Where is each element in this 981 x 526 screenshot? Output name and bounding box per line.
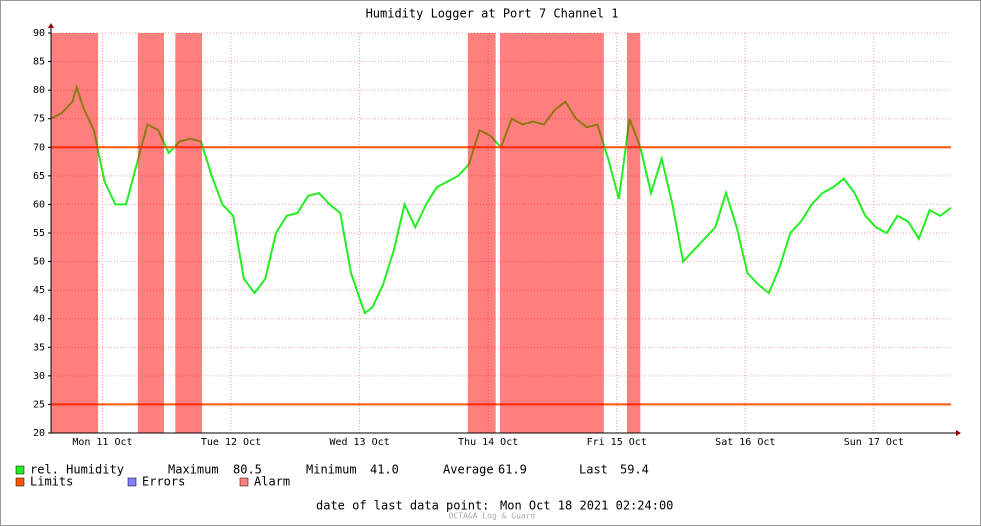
y-tick-label: 55	[33, 228, 45, 239]
y-arrow	[48, 23, 54, 28]
stat-value: 41.0	[370, 463, 399, 477]
y-tick-label: 90	[33, 28, 45, 39]
stat-name: Last	[579, 463, 608, 477]
chart-title: Humidity Logger at Port 7 Channel 1	[366, 7, 619, 21]
y-tick-label: 85	[33, 57, 45, 68]
y-tick-label: 65	[33, 171, 45, 182]
alarm-band	[175, 33, 203, 433]
y-tick-label: 75	[33, 114, 45, 125]
y-tick-label: 20	[33, 428, 45, 439]
stat-value: 59.4	[620, 463, 649, 477]
x-tick-label: Wed 13 Oct	[329, 437, 389, 448]
y-tick-label: 40	[33, 314, 45, 325]
alarm-band	[499, 33, 604, 433]
alarm-band	[51, 33, 99, 433]
legend-swatch	[127, 477, 137, 487]
axes: 20 25 30 35 40 45 50 55 60 65 70 75 80 85 90 Mon 11 Oct…	[33, 23, 961, 448]
legend-swatch	[239, 477, 249, 487]
x-tick-label: Sun 17 Oct	[844, 437, 904, 448]
stat-name: Average	[443, 463, 494, 477]
x-tick-label: Fri 15 Oct	[587, 437, 647, 448]
alarm-layer	[51, 33, 641, 433]
y-tick-label: 35	[33, 342, 45, 353]
alarm-band	[467, 33, 496, 433]
stat-value: 61.9	[498, 463, 527, 477]
alarm-band	[137, 33, 165, 433]
legend-label: Alarm	[254, 475, 290, 489]
x-arrow	[956, 430, 961, 436]
alarm-band	[626, 33, 641, 433]
legend-label: Limits	[30, 475, 73, 489]
y-tick-label: 50	[33, 257, 45, 268]
stat-name: Maximum	[168, 463, 219, 477]
y-tick-label: 30	[33, 371, 45, 382]
stat-name: Minimum	[306, 463, 357, 477]
legend-swatch	[15, 465, 25, 475]
y-tick-label: 25	[33, 399, 45, 410]
legend-label: Errors	[142, 475, 185, 489]
y-tick-label: 45	[33, 285, 45, 296]
x-tick-label: Mon 11 Oct	[72, 437, 132, 448]
x-tick-label: Sat 16 Oct	[715, 437, 775, 448]
stat-value: 80.5	[233, 463, 262, 477]
legend: rel. Humidity Maximum 80.5 Minimum 41.0 Avera…	[15, 463, 649, 489]
footer-timestamp: Mon Oct 18 2021 02:24:00	[500, 499, 673, 513]
x-tick-label: Tue 12 Oct	[201, 437, 261, 448]
y-tick-label: 60	[33, 199, 45, 210]
legend-swatch	[15, 477, 25, 487]
y-tick-label: 80	[33, 85, 45, 96]
y-tick-label: 70	[33, 142, 45, 153]
credit: OCTA&A Log & Guard	[449, 512, 536, 521]
legend-label: rel. Humidity	[30, 463, 124, 477]
x-tick-label: Thu 14 Oct	[458, 437, 518, 448]
footer-label: date of last data point:	[316, 499, 489, 513]
